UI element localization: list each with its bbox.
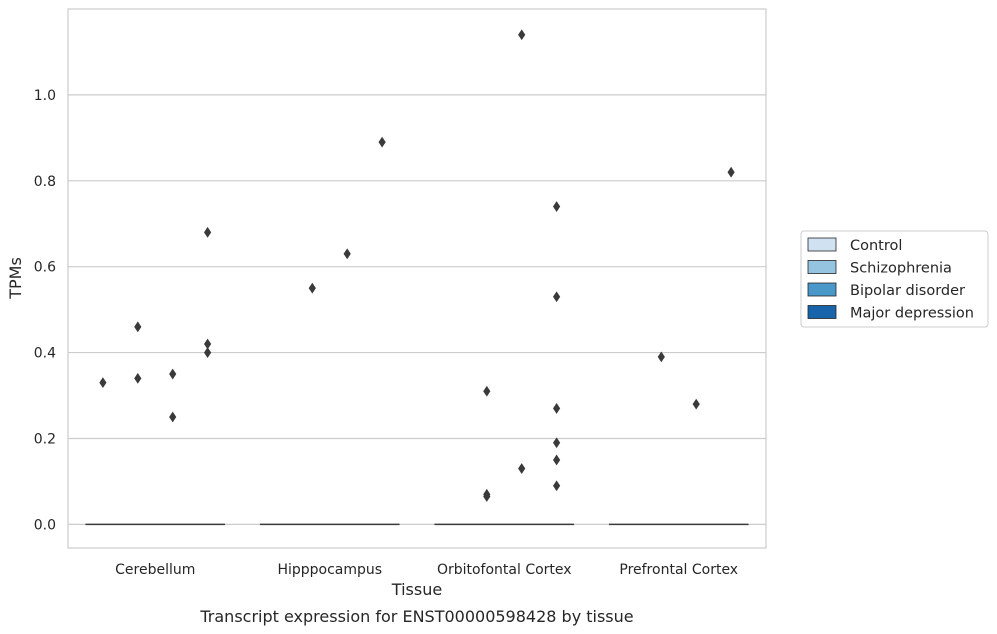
x-tick-label: Orbitofontal Cortex [437,562,572,578]
y-tick-label: 1.0 [34,88,56,104]
y-axis-ticks: 0.0 0.2 0.4 0.6 0.8 1.0 [34,88,56,533]
outlier-point [134,321,142,333]
legend-swatch [807,305,837,319]
outlier-point [553,437,561,449]
x-tick-label: Hipppocampus [277,562,382,578]
x-tick-label: Prefrontal Cortex [619,562,738,578]
legend-swatch [807,260,837,274]
outlier-point [692,398,700,410]
outlier-point [204,226,212,238]
outlier-point [204,347,212,358]
y-axis-label: TPMs [6,257,25,300]
outlier-point [553,480,561,492]
outlier-points [99,29,735,502]
outlier-point [553,201,561,212]
outlier-point [518,29,526,41]
y-tick-label: 0.0 [34,517,56,533]
x-tick-label: Cerebellum [115,562,195,578]
y-tick-label: 0.4 [34,346,56,362]
outlier-point [553,403,561,414]
outlier-point [169,368,177,380]
legend-swatch [807,237,837,252]
legend-label: Schizophrenia [850,261,952,277]
plot-area-frame [67,8,767,549]
legend-label: Control [850,238,902,254]
legend-items: Control Schizophrenia Bipolar disorder Majo… [807,237,974,322]
outlier-point [169,411,177,423]
legend-label: Bipolar disorder [850,283,965,299]
y-tick-label: 0.8 [34,174,56,190]
outlier-point [518,463,526,474]
outlier-point [727,166,735,178]
outlier-point [483,385,491,397]
y-tick-label: 0.6 [34,260,56,276]
outlier-point [343,248,351,260]
outlier-point [204,338,212,350]
outlier-point [308,282,316,294]
x-axis-label: Tissue [391,580,442,599]
outlier-point [99,377,107,389]
legend-label: Major depression [850,306,974,322]
legend-frame [800,230,989,328]
outlier-point [134,372,142,384]
grid-lines [68,94,766,525]
outlier-point [657,351,665,363]
outlier-point [553,291,561,303]
legend: Control Schizophrenia Bipolar disorder Majo… [800,230,989,328]
chart-caption: Transcript expression for ENST0000059842… [199,607,633,626]
outlier-point [483,491,491,502]
legend-swatch [807,282,837,297]
outlier-point [378,136,386,148]
y-tick-label: 0.2 [34,431,56,447]
x-axis-ticks: Cerebellum Hipppocampus Orbitofontal Corte… [115,562,738,578]
outlier-point [553,454,561,466]
